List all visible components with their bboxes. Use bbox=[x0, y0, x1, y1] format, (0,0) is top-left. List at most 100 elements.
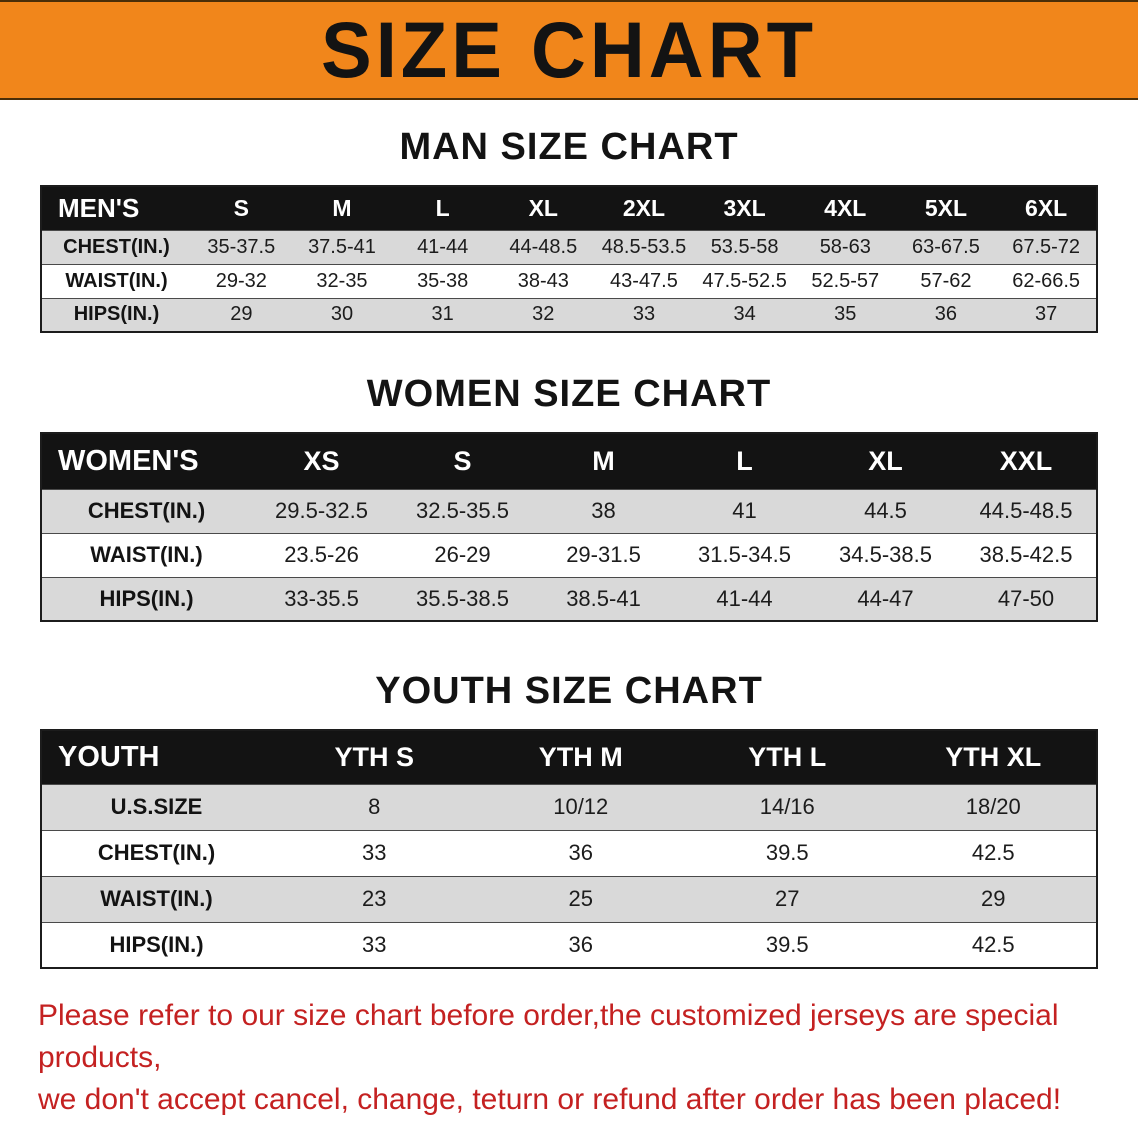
size-value-cell: 52.5-57 bbox=[811, 269, 880, 292]
disclaimer-line-2: we don't accept cancel, change, teturn o… bbox=[38, 1083, 1062, 1116]
row-label: HIPS(IN.) bbox=[99, 585, 194, 611]
size-value-cell: 42.5 bbox=[971, 840, 1015, 865]
man-size-section: MAN SIZE CHART MEN'S S M L XL 2XL 3XL 4XL 5XL 6XL… bbox=[0, 126, 1138, 333]
table-row: WAIST(IN.) 29-32 32-35 35-38 38-43 43-47.5 47.… bbox=[41, 264, 1097, 298]
size-value-cell: 33-35.5 bbox=[284, 585, 359, 611]
row-label: HIPS(IN.) bbox=[109, 931, 204, 957]
table-title-cell: YOUTH bbox=[41, 730, 271, 784]
size-column-header: YTH S bbox=[271, 730, 478, 784]
size-column-header: 6XL bbox=[996, 186, 1097, 230]
row-label: WAIST(IN.) bbox=[90, 542, 203, 567]
size-value-cell: 35-37.5 bbox=[207, 235, 276, 258]
size-value-cell: 41-44 bbox=[716, 585, 773, 611]
size-value-cell: 33 bbox=[362, 840, 387, 865]
size-value-cell: 29-32 bbox=[215, 269, 267, 292]
size-value-cell: 32 bbox=[532, 303, 555, 326]
size-value-cell: 35-38 bbox=[417, 269, 469, 292]
size-column-header: M bbox=[291, 186, 393, 230]
table-title-cell: WOMEN'S bbox=[41, 433, 251, 489]
size-value-cell: 41-44 bbox=[417, 235, 469, 258]
table-row: CHEST(IN.) 35-37.5 37.5-41 41-44 44-48.5 48.5… bbox=[41, 230, 1097, 264]
size-value-cell: 34 bbox=[733, 303, 756, 326]
size-value-cell: 31.5-34.5 bbox=[698, 542, 791, 567]
table-row: WAIST(IN.) 23.5-26 26-29 29-31.5 31.5-34.5 34… bbox=[41, 533, 1097, 577]
size-value-cell: 25 bbox=[568, 886, 593, 911]
size-value-cell: 37.5-41 bbox=[308, 235, 376, 258]
size-column-header: L bbox=[392, 186, 493, 230]
size-value-cell: 47-50 bbox=[997, 585, 1055, 611]
size-value-cell: 47.5-52.5 bbox=[702, 269, 787, 292]
size-value-cell: 38.5-42.5 bbox=[979, 542, 1073, 567]
size-value-cell: 29 bbox=[230, 303, 253, 326]
size-value-cell: 33 bbox=[632, 303, 656, 326]
size-value-cell: 63-67.5 bbox=[912, 235, 980, 258]
row-label: U.S.SIZE bbox=[110, 794, 203, 819]
size-value-cell: 29-31.5 bbox=[566, 542, 641, 567]
size-value-cell: 35 bbox=[834, 303, 857, 326]
table-header-row: MEN'S S M L XL 2XL 3XL 4XL 5XL 6XL bbox=[41, 186, 1097, 230]
size-column-header: 5XL bbox=[895, 186, 997, 230]
size-value-cell: 36 bbox=[934, 303, 958, 326]
size-column-header: S bbox=[392, 433, 533, 489]
banner-title: SIZE CHART bbox=[321, 5, 817, 95]
row-label: CHEST(IN.) bbox=[97, 840, 216, 865]
size-column-header: L bbox=[674, 433, 815, 489]
size-value-cell: 39.5 bbox=[765, 840, 809, 865]
size-value-cell: 32-35 bbox=[316, 269, 368, 292]
size-value-cell: 29.5-32.5 bbox=[275, 498, 368, 523]
women-size-section: WOMEN SIZE CHART WOMEN'S XS S M L XL XXL CHEST(… bbox=[0, 373, 1138, 622]
size-value-cell: 33 bbox=[362, 931, 387, 957]
youth-chart-heading: YOUTH SIZE CHART bbox=[375, 670, 763, 712]
row-label: CHEST(IN.) bbox=[87, 498, 206, 523]
size-value-cell: 62-66.5 bbox=[1012, 269, 1081, 292]
size-value-cell: 10/12 bbox=[553, 794, 609, 819]
size-value-cell: 30 bbox=[330, 303, 354, 326]
size-value-cell: 37 bbox=[1035, 303, 1058, 326]
size-column-header: XXL bbox=[956, 433, 1097, 489]
table-row: WAIST(IN.) 23 25 27 29 bbox=[41, 876, 1097, 922]
women-size-table: WOMEN'S XS S M L XL XXL CHEST(IN.) 29.5-32.5 32.5… bbox=[40, 432, 1098, 622]
size-column-header: YTH M bbox=[477, 730, 684, 784]
size-value-cell: 34.5-38.5 bbox=[839, 542, 932, 567]
size-value-cell: 29 bbox=[981, 886, 1006, 911]
size-column-header: 3XL bbox=[694, 186, 795, 230]
size-value-cell: 35.5-38.5 bbox=[416, 585, 509, 611]
size-value-cell: 41 bbox=[732, 498, 757, 523]
size-value-cell: 67.5-72 bbox=[1012, 235, 1081, 258]
table-row: CHEST(IN.) 33 36 39.5 42.5 bbox=[41, 830, 1097, 876]
size-value-cell: 36 bbox=[568, 840, 593, 865]
table-row: HIPS(IN.) 33-35.5 35.5-38.5 38.5-41 41-44 44-… bbox=[41, 577, 1097, 621]
size-value-cell: 38 bbox=[591, 498, 616, 523]
table-row: HIPS(IN.) 29 30 31 32 33 34 35 36 37 bbox=[41, 298, 1097, 332]
size-value-cell: 58-63 bbox=[819, 235, 871, 258]
size-value-cell: 23 bbox=[362, 886, 387, 911]
size-value-cell: 39.5 bbox=[765, 931, 809, 957]
table-row: CHEST(IN.) 29.5-32.5 32.5-35.5 38 41 44.5 44.5… bbox=[41, 489, 1097, 533]
size-chart-banner: SIZE CHART bbox=[0, 0, 1138, 100]
size-column-header: S bbox=[191, 186, 292, 230]
size-value-cell: 44.5-48.5 bbox=[979, 498, 1073, 523]
size-value-cell: 42.5 bbox=[971, 931, 1015, 957]
size-value-cell: 18/20 bbox=[965, 794, 1021, 819]
size-value-cell: 53.5-58 bbox=[710, 235, 779, 258]
size-column-header: XS bbox=[251, 433, 392, 489]
man-size-table: MEN'S S M L XL 2XL 3XL 4XL 5XL 6XL CHEST(IN.) 35-37… bbox=[40, 185, 1098, 333]
size-column-header: YTH XL bbox=[890, 730, 1097, 784]
table-header-row: YOUTH YTH S YTH M YTH L YTH XL bbox=[41, 730, 1097, 784]
size-value-cell: 26-29 bbox=[434, 542, 491, 567]
table-row: HIPS(IN.) 33 36 39.5 42.5 bbox=[41, 922, 1097, 968]
row-label: WAIST(IN.) bbox=[65, 269, 168, 292]
table-title-cell: MEN'S bbox=[41, 186, 191, 230]
size-value-cell: 57-62 bbox=[920, 269, 972, 292]
women-chart-heading: WOMEN SIZE CHART bbox=[366, 373, 772, 415]
size-value-cell: 23.5-26 bbox=[284, 542, 359, 567]
table-header-row: WOMEN'S XS S M L XL XXL bbox=[41, 433, 1097, 489]
size-value-cell: 43-47.5 bbox=[610, 269, 678, 292]
size-value-cell: 38-43 bbox=[517, 269, 569, 292]
size-value-cell: 44.5 bbox=[864, 498, 907, 523]
size-value-cell: 48.5-53.5 bbox=[601, 235, 687, 258]
size-column-header: XL bbox=[815, 433, 956, 489]
disclaimer: Please refer to our size chart before or… bbox=[0, 969, 1138, 1145]
disclaimer-line-1: Please refer to our size chart before or… bbox=[38, 999, 1059, 1074]
